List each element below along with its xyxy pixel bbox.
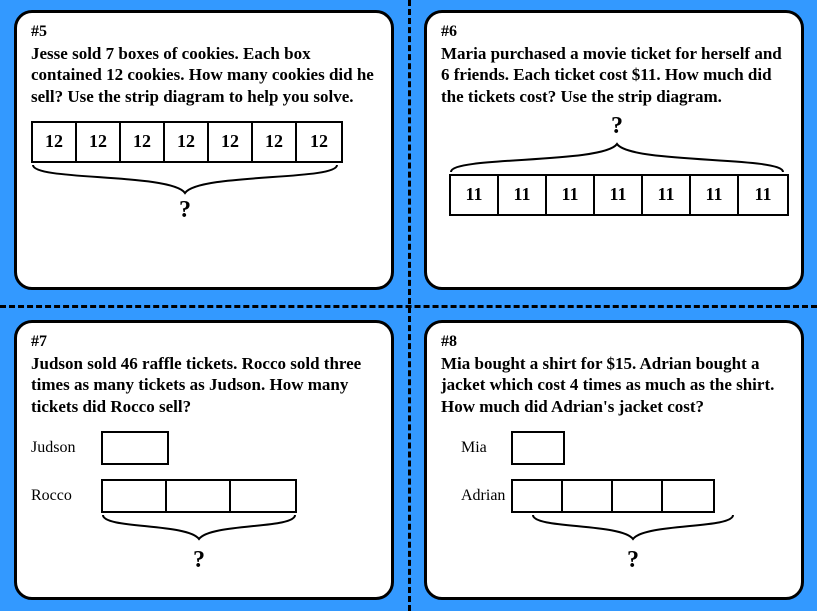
question-mark: ?	[531, 547, 735, 574]
card-number: #7	[31, 333, 377, 351]
row-label: Judson	[31, 439, 101, 457]
card-7: #7 Judson sold 46 raffle tickets. Rocco …	[14, 320, 394, 600]
card-number: #5	[31, 23, 377, 41]
brace-icon	[449, 140, 785, 174]
strip-diagram: 12121212121212	[31, 121, 343, 163]
row-label: Mia	[441, 439, 511, 457]
card-5: #5 Jesse sold 7 boxes of cookies. Each b…	[14, 10, 394, 290]
card-prompt: Jesse sold 7 boxes of cookies. Each box …	[31, 43, 377, 107]
row-judson: Judson	[31, 431, 377, 465]
strip-cell: 12	[209, 123, 253, 161]
brace-icon	[31, 163, 339, 197]
card-prompt: Maria purchased a movie ticket for herse…	[441, 43, 787, 107]
strip-cell: 11	[595, 176, 643, 214]
row-rocco: Rocco	[31, 479, 377, 513]
box-cell	[103, 481, 167, 511]
strip-cell: 11	[547, 176, 595, 214]
card-8: #8 Mia bought a shirt for $15. Adrian bo…	[424, 320, 804, 600]
strip-cell: 11	[451, 176, 499, 214]
box-row	[511, 431, 565, 465]
box-cell	[103, 433, 167, 463]
question-mark: ?	[101, 547, 297, 574]
card-prompt: Judson sold 46 raffle tickets. Rocco sol…	[31, 353, 377, 417]
card-prompt: Mia bought a shirt for $15. Adrian bough…	[441, 353, 787, 417]
box-cell	[563, 481, 613, 511]
strip-cell: 12	[297, 123, 341, 161]
strip-cell: 11	[643, 176, 691, 214]
box-cell	[513, 433, 563, 463]
box-row	[101, 479, 297, 513]
strip-cell: 11	[499, 176, 547, 214]
question-mark: ?	[31, 197, 339, 224]
question-mark: ?	[449, 113, 785, 140]
box-cell	[231, 481, 295, 511]
strip-cell: 12	[77, 123, 121, 161]
box-row	[101, 431, 169, 465]
strip-cell: 11	[691, 176, 739, 214]
card-number: #8	[441, 333, 787, 351]
strip-cell: 12	[121, 123, 165, 161]
box-row	[511, 479, 715, 513]
row-label: Adrian	[441, 487, 511, 505]
brace-icon	[531, 513, 735, 547]
box-cell	[513, 481, 563, 511]
row-mia: Mia	[441, 431, 787, 465]
strip-cell: 11	[739, 176, 787, 214]
strip-cell: 12	[253, 123, 297, 161]
strip-diagram: 11111111111111	[449, 174, 789, 216]
box-cell	[613, 481, 663, 511]
divider-vertical	[408, 0, 411, 611]
row-label: Rocco	[31, 487, 101, 505]
card-6: #6 Maria purchased a movie ticket for he…	[424, 10, 804, 290]
strip-cell: 12	[33, 123, 77, 161]
card-number: #6	[441, 23, 787, 41]
box-cell	[663, 481, 713, 511]
strip-cell: 12	[165, 123, 209, 161]
brace-icon	[101, 513, 297, 547]
box-cell	[167, 481, 231, 511]
row-adrian: Adrian	[441, 479, 787, 513]
